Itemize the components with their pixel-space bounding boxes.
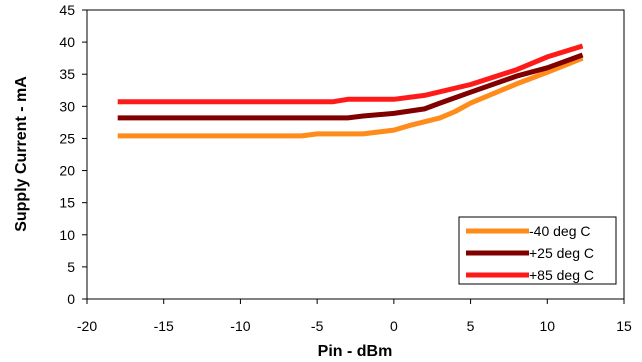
y-tick-label: 5 xyxy=(67,259,75,275)
y-tick-label: 10 xyxy=(59,227,75,243)
y-tick-label: 35 xyxy=(59,66,75,82)
y-tick-label: 40 xyxy=(59,34,75,50)
y-tick-label: 15 xyxy=(59,195,75,211)
legend-label-1: +25 deg C xyxy=(529,245,594,261)
legend-label-0: -40 deg C xyxy=(529,223,590,239)
x-tick-label: -5 xyxy=(311,318,324,334)
y-tick-label: 25 xyxy=(59,130,75,146)
x-tick-label: 15 xyxy=(616,318,632,334)
y-tick-label: 0 xyxy=(67,291,75,307)
series-line-1 xyxy=(117,52,584,121)
x-tick-label: 0 xyxy=(390,318,398,334)
y-tick-label: 45 xyxy=(59,2,75,18)
y-axis-title: Supply Current - mA xyxy=(13,76,30,232)
x-tick-label: -10 xyxy=(230,318,250,334)
legend-label-2: +85 deg C xyxy=(529,267,594,283)
x-tick-label: 10 xyxy=(539,318,555,334)
axes: 0 5 10 15 20 25 30 35 40 45 -20 -15 -10 -5 0 5 10 15 xyxy=(59,2,632,334)
series-layer xyxy=(117,43,584,139)
x-tick-label: -20 xyxy=(77,318,97,334)
x-tick-label: -15 xyxy=(154,318,174,334)
y-tick-label: 20 xyxy=(59,163,75,179)
series-line-2 xyxy=(117,43,584,105)
x-axis-title: Pin - dBm xyxy=(318,343,393,360)
x-tick-label: 5 xyxy=(467,318,475,334)
y-tick-label: 30 xyxy=(59,98,75,114)
series-line-0 xyxy=(117,55,584,139)
legend: -40 deg C +25 deg C +85 deg C xyxy=(458,216,617,285)
